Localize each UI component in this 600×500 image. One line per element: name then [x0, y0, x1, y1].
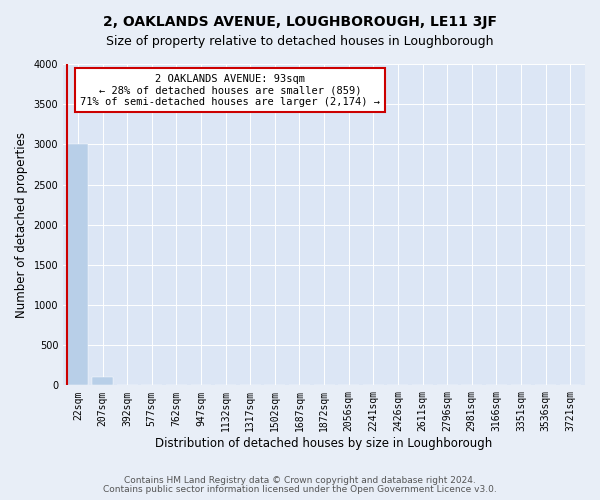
Text: Contains public sector information licensed under the Open Government Licence v3: Contains public sector information licen…	[103, 485, 497, 494]
Bar	[92, 378, 113, 386]
Y-axis label: Number of detached properties: Number of detached properties	[15, 132, 28, 318]
X-axis label: Distribution of detached houses by size in Loughborough: Distribution of detached houses by size …	[155, 437, 493, 450]
Text: Contains HM Land Registry data © Crown copyright and database right 2024.: Contains HM Land Registry data © Crown c…	[124, 476, 476, 485]
Bar	[67, 144, 88, 386]
Text: 2 OAKLANDS AVENUE: 93sqm
← 28% of detached houses are smaller (859)
71% of semi-: 2 OAKLANDS AVENUE: 93sqm ← 28% of detach…	[80, 74, 380, 107]
Text: Size of property relative to detached houses in Loughborough: Size of property relative to detached ho…	[106, 35, 494, 48]
Text: 2, OAKLANDS AVENUE, LOUGHBOROUGH, LE11 3JF: 2, OAKLANDS AVENUE, LOUGHBOROUGH, LE11 3…	[103, 15, 497, 29]
